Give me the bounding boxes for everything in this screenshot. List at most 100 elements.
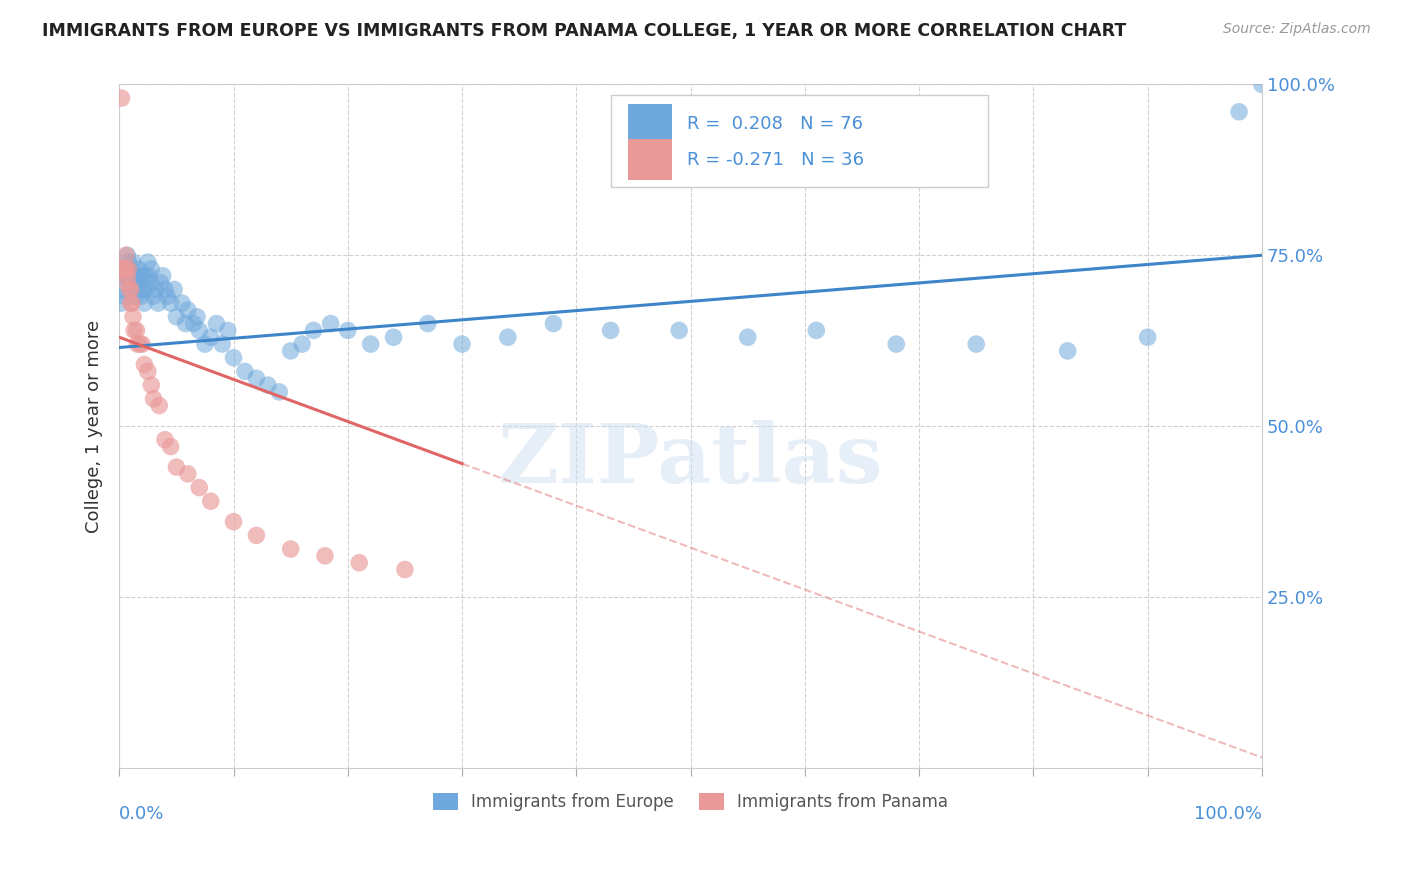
Point — [122, 276, 145, 290]
Point — [183, 317, 205, 331]
Point — [136, 364, 159, 378]
Point — [152, 268, 174, 283]
Point — [360, 337, 382, 351]
Point — [111, 261, 134, 276]
Point — [117, 276, 139, 290]
Point — [496, 330, 519, 344]
Point — [117, 261, 139, 276]
Point — [124, 289, 146, 303]
Point — [125, 323, 148, 337]
Point — [217, 323, 239, 337]
Y-axis label: College, 1 year or more: College, 1 year or more — [86, 319, 103, 533]
Point — [114, 261, 136, 276]
Point — [125, 268, 148, 283]
Point — [118, 276, 141, 290]
Point — [153, 282, 176, 296]
Point — [194, 337, 217, 351]
Point — [382, 330, 405, 344]
Point — [141, 261, 163, 276]
Point — [122, 310, 145, 324]
Point — [139, 276, 162, 290]
Point — [110, 296, 132, 310]
Point — [149, 276, 172, 290]
Point — [138, 268, 160, 283]
FancyBboxPatch shape — [627, 139, 672, 180]
Point — [163, 282, 186, 296]
Point — [122, 323, 145, 337]
Point — [1251, 78, 1274, 92]
Point — [135, 282, 157, 296]
Point — [302, 323, 325, 337]
Point — [314, 549, 336, 563]
Point — [134, 358, 156, 372]
Point — [280, 542, 302, 557]
Legend: Immigrants from Europe, Immigrants from Panama: Immigrants from Europe, Immigrants from … — [426, 786, 955, 817]
Point — [347, 556, 370, 570]
Point — [120, 296, 142, 310]
Point — [336, 323, 359, 337]
Point — [121, 268, 143, 283]
Point — [142, 289, 165, 303]
Point — [131, 268, 153, 283]
Point — [543, 317, 565, 331]
Point — [159, 440, 181, 454]
Point — [114, 289, 136, 303]
Point — [280, 343, 302, 358]
Point — [599, 323, 621, 337]
Point — [153, 433, 176, 447]
Point — [269, 384, 291, 399]
Point — [291, 337, 314, 351]
Point — [115, 268, 138, 283]
Text: R =  0.208   N = 76: R = 0.208 N = 76 — [688, 115, 863, 133]
Point — [128, 276, 150, 290]
FancyBboxPatch shape — [627, 103, 672, 144]
Point — [319, 317, 342, 331]
Point — [668, 323, 690, 337]
Point — [884, 337, 907, 351]
Point — [110, 91, 132, 105]
Text: 100.0%: 100.0% — [1194, 805, 1263, 823]
Point — [188, 481, 211, 495]
Point — [146, 296, 169, 310]
Point — [165, 310, 187, 324]
Point — [114, 261, 136, 276]
Point — [134, 296, 156, 310]
Point — [141, 378, 163, 392]
Point — [222, 351, 245, 365]
Point — [416, 317, 439, 331]
Point — [127, 337, 149, 351]
Point — [117, 268, 139, 283]
Point — [159, 296, 181, 310]
Text: 0.0%: 0.0% — [120, 805, 165, 823]
Point — [112, 261, 135, 276]
Point — [177, 467, 200, 481]
Point — [145, 282, 167, 296]
Point — [451, 337, 474, 351]
Point — [156, 289, 179, 303]
Point — [200, 330, 222, 344]
Point — [245, 371, 267, 385]
Point — [1056, 343, 1078, 358]
Point — [128, 261, 150, 276]
Point — [120, 282, 142, 296]
Point — [200, 494, 222, 508]
Text: Source: ZipAtlas.com: Source: ZipAtlas.com — [1223, 22, 1371, 37]
Text: IMMIGRANTS FROM EUROPE VS IMMIGRANTS FROM PANAMA COLLEGE, 1 YEAR OR MORE CORRELA: IMMIGRANTS FROM EUROPE VS IMMIGRANTS FRO… — [42, 22, 1126, 40]
Point — [188, 323, 211, 337]
Point — [186, 310, 208, 324]
Point — [120, 282, 142, 296]
Point — [111, 268, 134, 283]
Point — [256, 378, 278, 392]
Point — [965, 337, 987, 351]
Point — [148, 399, 170, 413]
Point — [135, 268, 157, 283]
Point — [172, 296, 194, 310]
Point — [394, 563, 416, 577]
Point — [120, 261, 142, 276]
Point — [118, 282, 141, 296]
Text: ZIPatlas: ZIPatlas — [498, 420, 883, 500]
Point — [1227, 104, 1250, 119]
Point — [177, 302, 200, 317]
Point — [122, 255, 145, 269]
Point — [737, 330, 759, 344]
